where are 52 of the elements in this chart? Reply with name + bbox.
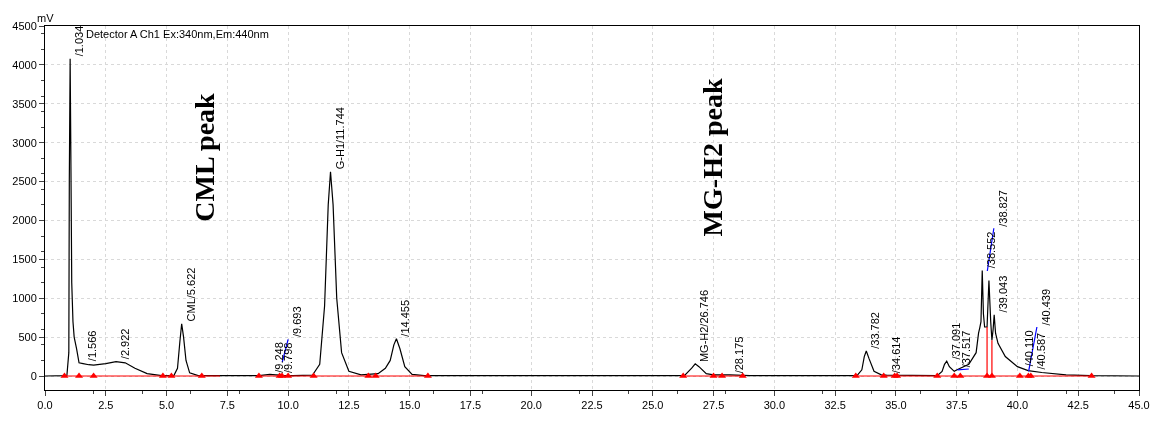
x-tick-label: 30.0: [763, 399, 786, 412]
x-tick-label: 35.0: [885, 399, 907, 412]
x-tick-label: 42.5: [1067, 399, 1089, 412]
x-tick-label: 5.0: [158, 399, 175, 412]
annotation: /38.552: [985, 231, 998, 269]
annotation: CML peak: [188, 92, 220, 222]
y-tick-label: 4500: [12, 19, 37, 32]
annotation: /37.517: [959, 330, 972, 368]
x-tick-label: 17.5: [459, 399, 482, 412]
annotation: G-H1/11.744: [333, 107, 346, 170]
x-tick-label: 37.5: [945, 399, 968, 412]
y-tick-label: 2500: [12, 175, 37, 188]
y-tick-label: 1500: [12, 253, 37, 266]
x-tick-label: 45.0: [1128, 399, 1150, 412]
annotation: /38.827: [996, 190, 1009, 227]
annotation: CML/5.622: [184, 267, 197, 322]
x-tick-label: 32.5: [824, 399, 846, 412]
x-tick-label: 40.0: [1006, 399, 1029, 412]
annotation: /1.034: [72, 25, 85, 57]
annotation: Detector A Ch1 Ex:340nm,Em:440nm: [86, 28, 269, 40]
annotation: /9.693: [291, 306, 304, 338]
y-tick-label: 0: [30, 369, 37, 382]
x-tick-label: 22.5: [581, 399, 603, 412]
annotation: /33.782: [868, 312, 881, 349]
y-tick-label: 2000: [12, 214, 37, 227]
annotation: /40.587: [1034, 332, 1047, 370]
x-tick-label: 25.0: [642, 399, 664, 412]
x-tick-label: 0.0: [37, 399, 53, 412]
annotation: /40.439: [1040, 288, 1053, 326]
annotation: /39.043: [996, 275, 1009, 313]
y-tick-label: 1000: [12, 292, 37, 305]
annotation: /1.566: [86, 330, 99, 362]
annotation: MG-H2 peak: [697, 78, 729, 237]
annotation: /34.614: [889, 336, 902, 374]
y-tick-label: 4000: [12, 58, 37, 71]
x-tick-label: 10.0: [277, 399, 299, 412]
annotation: MG-H2/26.746: [698, 289, 711, 363]
x-tick-label: 27.5: [702, 399, 725, 412]
y-tick-label: 3500: [12, 97, 37, 110]
annotation: /40.110: [1022, 330, 1035, 367]
annotation: /37.091: [950, 322, 962, 360]
x-tick-label: 2.5: [98, 399, 114, 412]
annotation: /14.455: [399, 299, 412, 337]
x-tick-label: 7.5: [219, 399, 235, 412]
x-tick-label: 15.0: [398, 399, 421, 412]
y-axis-title: mV: [37, 12, 55, 24]
y-tick-label: 3000: [12, 136, 37, 149]
annotation: /2.922: [118, 328, 131, 360]
annotation: /28.175: [732, 336, 745, 374]
x-tick-label: 20.0: [520, 399, 542, 412]
y-tick-label: 500: [18, 330, 37, 343]
x-tick-label: 12.5: [338, 399, 360, 412]
